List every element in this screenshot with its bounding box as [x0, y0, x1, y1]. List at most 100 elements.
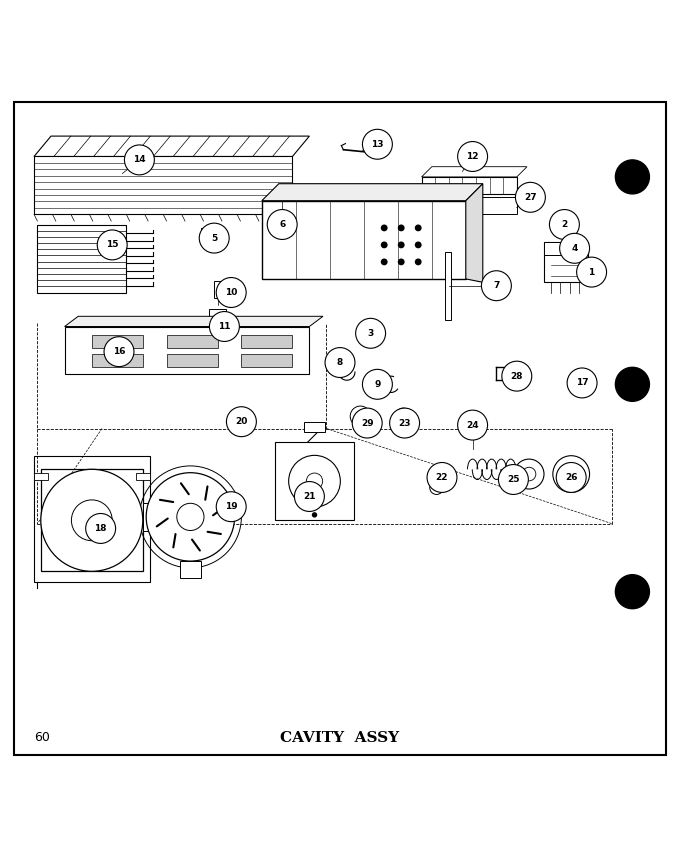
Bar	[445, 252, 451, 320]
Circle shape	[559, 219, 570, 230]
FancyArrowPatch shape	[157, 518, 168, 526]
Circle shape	[71, 500, 112, 541]
Circle shape	[427, 463, 457, 493]
Circle shape	[415, 259, 421, 265]
Text: 9: 9	[374, 380, 381, 389]
Circle shape	[381, 259, 387, 265]
FancyArrowPatch shape	[173, 534, 175, 548]
Bar	[167, 335, 218, 348]
Circle shape	[549, 210, 579, 239]
Bar	[37, 225, 126, 292]
Text: 28: 28	[511, 372, 523, 381]
FancyArrowPatch shape	[207, 532, 221, 534]
Text: 4: 4	[571, 243, 578, 253]
Circle shape	[615, 368, 649, 401]
Circle shape	[502, 361, 532, 391]
Circle shape	[381, 225, 387, 231]
Text: 19: 19	[225, 502, 237, 511]
Circle shape	[415, 225, 421, 231]
Circle shape	[515, 183, 545, 213]
Bar	[476, 197, 517, 214]
Text: 5: 5	[211, 234, 218, 243]
Circle shape	[615, 160, 649, 194]
Circle shape	[560, 233, 590, 263]
Text: 60: 60	[34, 731, 50, 745]
Text: 10: 10	[225, 288, 237, 297]
Circle shape	[306, 473, 323, 489]
Circle shape	[390, 408, 420, 438]
Circle shape	[356, 318, 386, 348]
Polygon shape	[466, 183, 483, 282]
Circle shape	[97, 230, 127, 260]
FancyArrowPatch shape	[192, 540, 200, 550]
Bar	[275, 442, 354, 520]
Bar	[92, 335, 143, 348]
Circle shape	[498, 464, 528, 494]
Circle shape	[311, 512, 317, 518]
Text: 24: 24	[466, 421, 479, 429]
Circle shape	[216, 278, 246, 308]
Bar	[241, 335, 292, 348]
FancyArrowPatch shape	[160, 500, 173, 502]
Text: 21: 21	[303, 492, 316, 501]
Circle shape	[209, 312, 239, 341]
Circle shape	[226, 407, 256, 437]
Polygon shape	[422, 167, 527, 177]
Text: 26: 26	[565, 473, 577, 482]
Bar	[241, 354, 292, 368]
Circle shape	[289, 455, 340, 507]
Text: 15: 15	[106, 241, 118, 249]
Circle shape	[562, 465, 580, 482]
Circle shape	[395, 408, 411, 424]
Text: 12: 12	[466, 152, 479, 161]
Circle shape	[458, 141, 488, 171]
Bar	[136, 473, 150, 480]
Circle shape	[267, 210, 297, 239]
Text: 1: 1	[588, 267, 595, 277]
Polygon shape	[65, 316, 323, 327]
Circle shape	[615, 575, 649, 608]
Circle shape	[522, 467, 536, 481]
Circle shape	[216, 492, 246, 522]
Circle shape	[362, 129, 392, 159]
FancyArrowPatch shape	[205, 487, 207, 500]
Circle shape	[556, 463, 586, 493]
Circle shape	[124, 145, 154, 175]
Circle shape	[362, 369, 392, 399]
Circle shape	[415, 243, 421, 248]
FancyArrowPatch shape	[213, 507, 224, 515]
Bar	[262, 201, 466, 279]
Bar	[92, 354, 143, 368]
Text: 14: 14	[133, 155, 146, 165]
Bar	[167, 354, 218, 368]
Text: CAVITY  ASSY: CAVITY ASSY	[280, 731, 400, 745]
Text: 16: 16	[113, 347, 125, 357]
Bar	[143, 503, 153, 530]
Text: 18: 18	[95, 524, 107, 533]
Text: 23: 23	[398, 418, 411, 428]
Circle shape	[86, 513, 116, 543]
Bar	[201, 228, 218, 245]
Circle shape	[567, 368, 597, 398]
Bar	[305, 422, 325, 432]
Circle shape	[104, 337, 134, 367]
Text: 2: 2	[561, 220, 568, 229]
Bar	[544, 242, 571, 255]
Text: 13: 13	[371, 140, 384, 149]
Bar	[214, 281, 235, 298]
Circle shape	[325, 348, 355, 377]
Polygon shape	[34, 136, 309, 157]
Text: 25: 25	[507, 475, 520, 484]
Circle shape	[146, 473, 235, 561]
FancyArrowPatch shape	[181, 483, 189, 494]
Bar	[34, 456, 150, 582]
Bar	[65, 327, 309, 375]
Text: 11: 11	[218, 322, 231, 331]
Polygon shape	[262, 183, 483, 201]
Text: 20: 20	[235, 417, 248, 426]
Circle shape	[41, 470, 143, 572]
Bar	[209, 309, 226, 321]
Circle shape	[294, 482, 324, 512]
Circle shape	[481, 271, 511, 301]
Bar	[544, 242, 588, 282]
